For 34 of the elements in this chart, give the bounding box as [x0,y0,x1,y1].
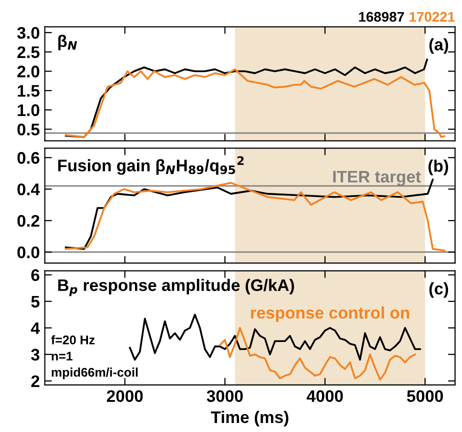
annotation: (b) [428,160,448,176]
y-tick-label: 0.5 [17,124,40,136]
y-tick-label: 0.0 [17,246,40,258]
y-tick-label: 0.2 [17,214,40,227]
y-tick-label: 3.0 [17,26,40,39]
annotation: (a) [429,38,448,54]
chart-title: β$_{N}$ [58,34,77,50]
y-tick-label: 6 [31,269,40,282]
x-tick-label: 2000 [106,390,143,402]
y-tick-label: 0.6 [17,152,40,164]
y-tick-label: 4 [30,322,40,334]
band-label: response control on [250,306,410,322]
annotation: (c) [429,282,448,298]
y-tick-label: 0.4 [17,184,40,196]
x-tick-label: 4000 [306,390,343,402]
y-tick-label: 2.0 [17,66,40,78]
line-series [64,58,428,138]
y-tick-label: 3 [31,348,40,361]
y-tick-label: 5 [31,296,40,308]
x-axis-title: Time (ms) [210,410,288,426]
y-tick-label: 2.5 [17,46,40,58]
text: 170221 [410,12,455,22]
text: 168987 [359,12,404,22]
y-tick-label: 1.0 [18,104,40,116]
text: Fusion gain β$_{N}$H$_{89}$/q$_{95}$$^{2}$ [58,156,244,175]
line-series [64,68,446,138]
y-tick-label: 1.5 [18,85,40,97]
x-tick-label: 3000 [206,390,243,402]
chart-title: B$_{p}$ response amplitude (G/kA) [58,278,294,296]
x-tick-label: 5000 [407,390,443,402]
annotation: f=20 Hz n=1 mpid66m/i-coil [51,335,138,380]
y-tick-label: 2 [31,375,40,387]
ref-line-label: ITER target [333,170,421,186]
line-series [219,326,416,381]
